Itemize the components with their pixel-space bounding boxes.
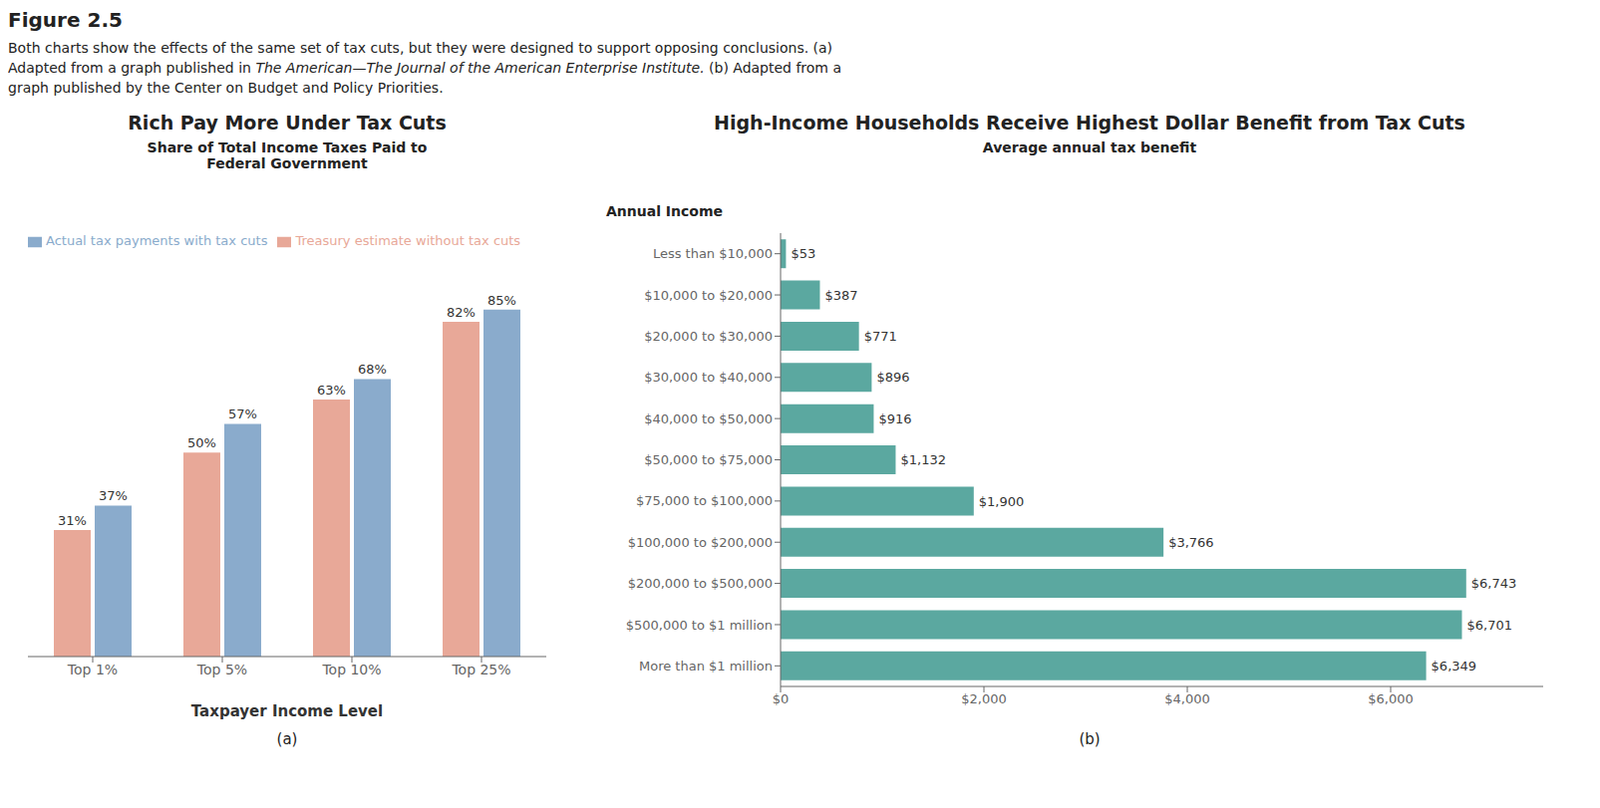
svg-text:$6,701: $6,701 (1467, 618, 1514, 634)
html-text:graph published by the Center: graph published by the Center on Budget … (7, 79, 444, 96)
html-text:(b): (b) (1079, 730, 1101, 749)
html-text:Annual Income: Annual Income (606, 203, 723, 220)
svg-text:$6,743: $6,743 (1471, 576, 1518, 592)
html-text:(a): (a) (276, 730, 298, 749)
svg-text:Top 25%: Top 25% (450, 661, 511, 678)
html-text:Figure 2.5: Figure 2.5 (7, 7, 123, 32)
svg-text:Top 5%: Top 5% (196, 661, 248, 678)
svg-text:$387: $387 (824, 288, 858, 304)
svg-text:$10,000 to $20,000: $10,000 to $20,000 (643, 288, 773, 304)
svg-text:$0: $0 (772, 691, 790, 707)
svg-text:Taxpayer Income Level: Taxpayer Income Level (191, 702, 383, 721)
svg-text:$916: $916 (878, 411, 912, 427)
svg-text:$30,000 to $40,000: $30,000 to $40,000 (643, 369, 773, 385)
svg-text:More than $1 million: More than $1 million (639, 658, 773, 674)
html-text:Average annual tax benefit: Average annual tax benefit (982, 139, 1197, 156)
svg-text:$40,000 to $50,000: $40,000 to $50,000 (643, 411, 773, 427)
html-text:Both charts show the effects o: Both charts show the effects of the same… (7, 39, 833, 56)
svg-text:85%: 85% (487, 293, 517, 309)
svg-text:$1,900: $1,900 (978, 494, 1025, 510)
svg-text:$100,000 to $200,000: $100,000 to $200,000 (628, 535, 773, 551)
svg-text:37%: 37% (98, 488, 128, 504)
svg-text:$896: $896 (876, 369, 910, 385)
html-text:Share of Total Income Taxes Pa: Share of Total Income Taxes Paid to Fede… (147, 139, 428, 172)
svg-text:$1,132: $1,132 (900, 452, 947, 468)
svg-text:$771: $771 (864, 328, 898, 344)
svg-text:$2,000: $2,000 (960, 691, 1007, 707)
svg-text:$20,000 to $30,000: $20,000 to $30,000 (643, 328, 773, 344)
svg-text:$6,349: $6,349 (1431, 658, 1478, 674)
svg-text:$200,000 to $500,000: $200,000 to $500,000 (628, 576, 773, 592)
svg-text:$3,766: $3,766 (1168, 535, 1215, 551)
svg-text:63%: 63% (317, 382, 346, 398)
svg-text:$4,000: $4,000 (1164, 691, 1211, 707)
html-text:Actual tax payments with tax c: Actual tax payments with tax cuts (45, 233, 268, 249)
svg-text:$53: $53 (790, 246, 816, 262)
svg-text:57%: 57% (228, 406, 258, 422)
svg-text:Top 10%: Top 10% (320, 661, 381, 678)
svg-text:31%: 31% (57, 513, 87, 529)
svg-text:82%: 82% (446, 305, 476, 320)
svg-text:50%: 50% (187, 435, 217, 451)
svg-text:$75,000 to $100,000: $75,000 to $100,000 (636, 493, 773, 509)
html-text:Adapted from a graph published: Adapted from a graph published in The Am… (7, 59, 842, 76)
html-text:Treasury estimate without tax: Treasury estimate without tax cuts (295, 233, 521, 249)
svg-text:$6,000: $6,000 (1367, 691, 1414, 707)
html-text:High-Income Households Receive: High-Income Households Receive Highest D… (713, 111, 1466, 134)
svg-text:$500,000 to $1 million: $500,000 to $1 million (626, 618, 773, 634)
svg-text:$50,000 to $75,000: $50,000 to $75,000 (643, 452, 773, 468)
svg-text:Top 1%: Top 1% (66, 661, 118, 678)
svg-text:Less than $10,000: Less than $10,000 (652, 246, 773, 262)
svg-text:68%: 68% (357, 361, 387, 377)
html-text:Rich Pay More Under Tax Cuts: Rich Pay More Under Tax Cuts (127, 111, 447, 134)
